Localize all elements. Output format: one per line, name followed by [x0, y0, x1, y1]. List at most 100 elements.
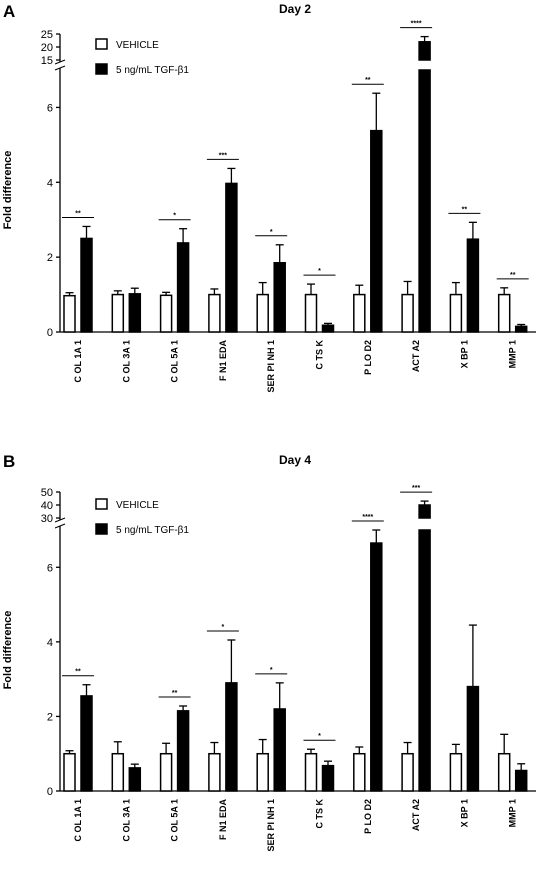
x-tick-label: ACT A2: [411, 799, 421, 831]
x-tick-label: X BP 1: [459, 340, 469, 368]
x-tick-label: SER PI NH 1: [266, 799, 276, 852]
panel-letter: B: [3, 452, 15, 471]
y-tick-label: 40: [41, 500, 53, 512]
bar-tgf: [370, 542, 383, 792]
panel-b: B Day 4 Fold difference VEHICLE 5 ng/mL …: [2, 452, 536, 852]
x-tick-label: X BP 1: [459, 799, 469, 827]
bar-vehicle: [63, 752, 76, 792]
axis-break-mark: [54, 65, 66, 71]
legend: VEHICLE 5 ng/mL TGF-β1: [95, 498, 189, 536]
bar-tgf: [176, 242, 190, 333]
y-tick-label: 20: [41, 42, 53, 54]
x-tick-label: C TS K: [315, 799, 325, 829]
x-tick-label: MMP 1: [508, 799, 518, 827]
y-tick-label: 50: [41, 487, 53, 499]
bar-tgf: [225, 682, 238, 792]
bar-vehicle: [256, 293, 269, 333]
bar-vehicle: [208, 293, 221, 333]
y-tick-label: 6: [47, 562, 53, 574]
bar-tgf: [273, 262, 286, 333]
significance-label: *: [318, 268, 321, 275]
bar-tgf-upper: [418, 504, 431, 519]
legend-label-tgf: 5 ng/mL TGF-β1: [116, 525, 189, 536]
y-axis-label: Fold difference: [2, 611, 14, 690]
y-tick-label: 30: [41, 513, 53, 525]
y-tick-label: 4: [47, 637, 53, 649]
y-tick-label: 0: [47, 327, 53, 339]
x-tick-label: F N1 EDA: [218, 340, 228, 382]
bar-vehicle: [111, 752, 125, 792]
bar-vehicle: [401, 293, 414, 333]
y-tick-label: 0: [47, 786, 53, 798]
bar-vehicle: [401, 752, 414, 792]
bar-vehicle: [159, 752, 173, 792]
bar-vehicle: [159, 294, 173, 333]
bar-tgf: [273, 708, 286, 792]
legend-swatch-tgf: [95, 523, 108, 535]
panel-a: A Day 2 Fold difference VEHICLE 5 ng/mL …: [2, 2, 536, 393]
bar-vehicle: [63, 294, 76, 333]
bar-vehicle: [111, 293, 125, 333]
significance-label: **: [75, 210, 81, 217]
bar-tgf: [80, 695, 93, 792]
x-tick-label: C OL 1A 1: [73, 340, 83, 383]
y-tick-label: 2: [47, 252, 53, 264]
bar-tgf: [370, 129, 383, 333]
bar-tgf: [514, 769, 528, 792]
significance-label: **: [172, 690, 178, 697]
x-tick-label: P LO D2: [363, 340, 373, 375]
legend-swatch-tgf: [95, 63, 108, 75]
x-tick-label: C OL 1A 1: [73, 799, 83, 842]
bar-tgf: [176, 710, 190, 792]
axis-break-mark: [54, 59, 66, 65]
x-tick-label: C TS K: [315, 340, 325, 370]
x-tick-label: C OL 5A 1: [170, 799, 180, 842]
y-tick-label: 2: [47, 711, 53, 723]
x-tick-label: C OL 3A 1: [121, 340, 131, 383]
significance-label: ***: [412, 485, 420, 492]
significance-label: **: [75, 669, 81, 676]
legend-swatch-vehicle: [95, 498, 108, 510]
bar-vehicle: [497, 293, 511, 333]
x-tick-label: C OL 5A 1: [170, 340, 180, 383]
bar-vehicle: [353, 293, 366, 333]
significance-label: *: [270, 229, 273, 236]
axis-break-mark: [54, 523, 66, 529]
legend: VEHICLE 5 ng/mL TGF-β1: [95, 38, 189, 76]
significance-label: ***: [219, 152, 227, 159]
bar-tgf: [80, 237, 93, 333]
bar-tgf: [225, 182, 238, 333]
significance-label: *: [222, 624, 225, 631]
x-tick-label: ACT A2: [411, 340, 421, 372]
bar-vehicle: [497, 752, 511, 792]
significance-label: **: [462, 206, 468, 213]
bar-tgf-lower: [418, 529, 431, 792]
y-axis-label: Fold difference: [2, 151, 14, 230]
bar-tgf-upper: [418, 41, 431, 61]
bar-vehicle: [449, 752, 463, 792]
bar-vehicle: [449, 293, 463, 333]
bar-vehicle: [304, 752, 318, 792]
significance-label: *: [270, 667, 273, 674]
axis-break-mark: [54, 517, 66, 523]
bar-vehicle: [304, 293, 318, 333]
legend-label-tgf: 5 ng/mL TGF-β1: [116, 65, 189, 76]
significance-label: *: [173, 213, 176, 220]
bar-vehicle: [208, 752, 221, 792]
bar-tgf: [128, 767, 142, 792]
y-tick-label: 15: [41, 55, 53, 67]
bar-tgf: [321, 324, 335, 333]
bar-tgf: [128, 293, 142, 333]
significance-label: **: [510, 272, 516, 279]
significance-label: **: [365, 77, 371, 84]
chart-title: Day 2: [279, 2, 311, 16]
bar-tgf: [514, 325, 528, 333]
significance-label: ****: [362, 514, 373, 521]
bar-tgf: [466, 238, 480, 333]
x-tick-label: P LO D2: [363, 799, 373, 834]
x-tick-label: F N1 EDA: [218, 799, 228, 841]
significance-label: ****: [411, 21, 422, 28]
